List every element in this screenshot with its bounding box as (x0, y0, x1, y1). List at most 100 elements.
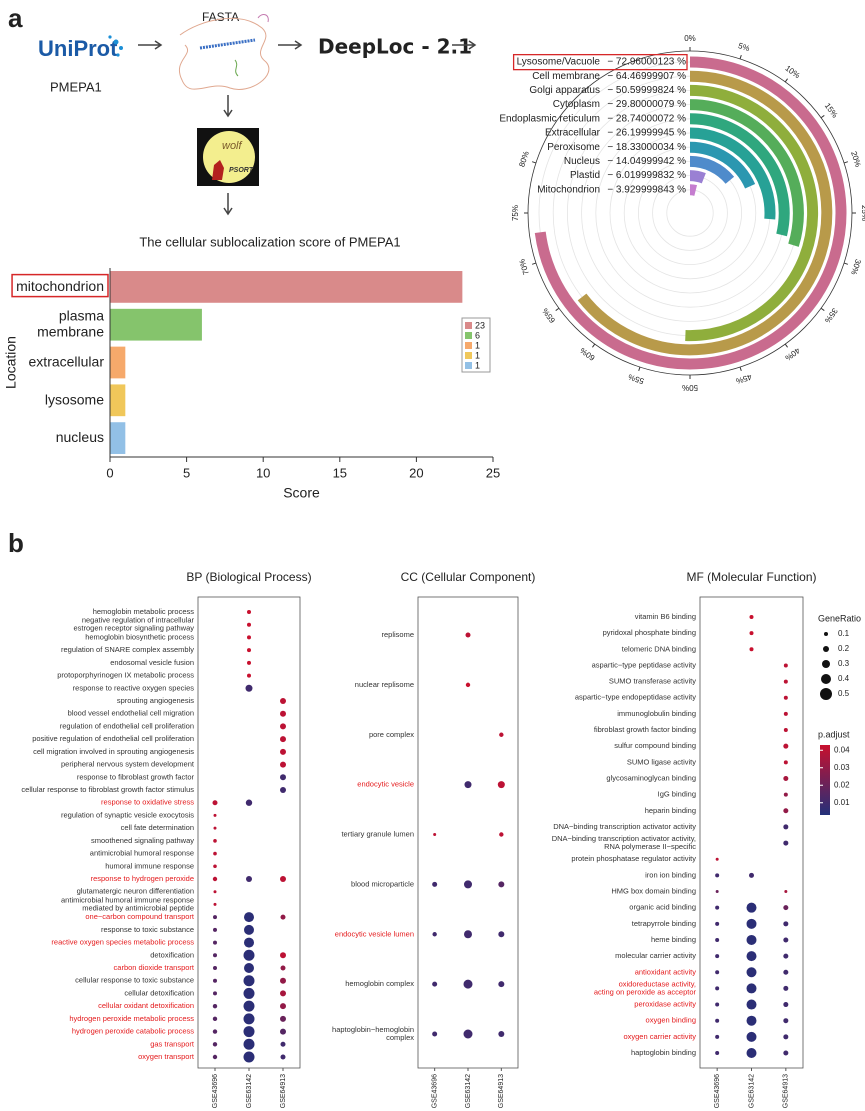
dot (783, 728, 788, 733)
dot (432, 932, 437, 937)
dot (749, 631, 754, 636)
structure-coil (234, 59, 239, 77)
angle-tick-label: 5% (737, 41, 751, 53)
bar (110, 384, 126, 417)
term-label-line: response to hydrogen peroxide (91, 874, 194, 883)
bar (110, 346, 126, 379)
dot (783, 808, 789, 814)
deeploc-logo: DeepLoc - 2.1 (318, 35, 472, 59)
dot (746, 1031, 757, 1042)
term-label-line: smoothened signaling pathway (91, 836, 194, 845)
dot (783, 1018, 789, 1024)
dot (280, 710, 286, 717)
angle-tick (784, 343, 788, 348)
angle-tick-label: 0% (684, 34, 696, 43)
term-label: hydrogen peroxide metabolic process (69, 1014, 194, 1023)
angle-tick-label: 35% (823, 306, 840, 324)
term-label: peroxidase activity (634, 1000, 696, 1009)
term-label: antimicrobial humoral immune response med… (61, 895, 194, 912)
dot (746, 934, 757, 945)
dot (432, 1031, 438, 1037)
y-tick-label-line: nucleus (56, 429, 104, 445)
term-label-line: response to toxic substance (101, 925, 194, 934)
y-axis-label: Location (3, 336, 19, 389)
term-label: replisome (381, 630, 414, 639)
term-label-line: cell migration involved in sprouting ang… (33, 747, 194, 756)
x-tick-label: GSE63142 (465, 1074, 472, 1108)
dot (280, 1041, 286, 1047)
size-legend-label: 0.4 (838, 674, 850, 683)
term-label: molecular carrier activity (615, 951, 696, 960)
dot (247, 635, 251, 640)
y-tick-label: plasma membrane (37, 307, 104, 339)
term-label: cellular response to toxic substance (75, 976, 194, 985)
dot (280, 914, 286, 920)
value-label: − 64.46999907 % (607, 71, 686, 82)
term-label: pyridoxal phosphate binding (603, 628, 696, 637)
term-label-line: antioxidant activity (635, 967, 697, 976)
dot (243, 1026, 255, 1038)
highlight-box (11, 273, 109, 298)
angle-tick (638, 366, 641, 372)
term-label: protein phosphatase regulator activity (571, 854, 696, 863)
term-label: regulation of synaptic vesicle exocytosi… (61, 810, 194, 819)
term-label: tertiary granule lumen (341, 829, 414, 838)
term-label: HMG box domain binding (611, 887, 696, 896)
dot (244, 937, 254, 948)
dot (280, 723, 286, 730)
dot (783, 792, 788, 797)
color-bar-label: 0.01 (834, 798, 850, 807)
angle-tick-label: 75% (511, 205, 520, 221)
dot (244, 912, 254, 923)
size-legend-label: 0.3 (838, 659, 850, 668)
term-label-line: DNA−binding transcription activator acti… (553, 822, 696, 831)
term-label-line: SUMO transferase activity (609, 677, 696, 686)
term-label: detoxification (150, 950, 194, 959)
color-bar-label: 0.02 (834, 780, 850, 789)
term-label: cell fate determination (121, 823, 194, 832)
legend-label: 1 (475, 350, 480, 360)
dot (746, 1048, 757, 1058)
term-label: heme binding (651, 935, 696, 944)
term-label: one−carbon compound transport (85, 912, 195, 921)
angle-tick (820, 307, 825, 311)
x-tick-label: 0 (106, 465, 113, 480)
dot (213, 826, 217, 830)
logo-dot (108, 35, 112, 39)
term-label: iron ion binding (645, 870, 696, 879)
angle-tick-label: 60% (578, 346, 596, 363)
value-label: − 72.96000123 % (607, 57, 686, 68)
term-label-line: tertiary granule lumen (341, 829, 414, 838)
legend-label: 6 (475, 330, 480, 340)
dot (244, 963, 254, 973)
dot (280, 965, 286, 971)
panel-frame (417, 596, 519, 1069)
term-label: carbon dioxide transport (114, 963, 195, 972)
arrow (278, 40, 303, 50)
dot (213, 991, 217, 996)
dot (783, 679, 788, 684)
term-label-line: antimicrobial humoral response (90, 849, 194, 858)
x-tick-label: GSE43696 (714, 1074, 721, 1108)
dot (213, 890, 217, 894)
y-tick-label-line: membrane (37, 323, 104, 339)
term-label-line: response to oxidative stress (101, 798, 194, 807)
psort-text: PSORT (229, 167, 254, 174)
dot (280, 990, 286, 997)
angle-tick-label: 70% (517, 258, 531, 276)
dot (463, 979, 473, 989)
x-tick-label: 5 (183, 465, 190, 480)
dot (213, 953, 217, 958)
dot (213, 915, 217, 920)
term-label-line: endocytic vesicle (357, 780, 414, 789)
dot (433, 833, 437, 836)
size-legend-dot (824, 632, 828, 636)
dot (715, 890, 719, 894)
dot (243, 975, 255, 987)
term-label-line: hydrogen peroxide catabolic process (72, 1027, 194, 1036)
legend-label: 1 (475, 360, 480, 370)
uniprot-logo: UniProt (38, 35, 123, 61)
term-label: protoporphyrinogen IX metabolic process (57, 671, 194, 680)
angle-tick-label: 40% (783, 346, 801, 363)
term-label-line: one−carbon compound transport (85, 912, 195, 921)
